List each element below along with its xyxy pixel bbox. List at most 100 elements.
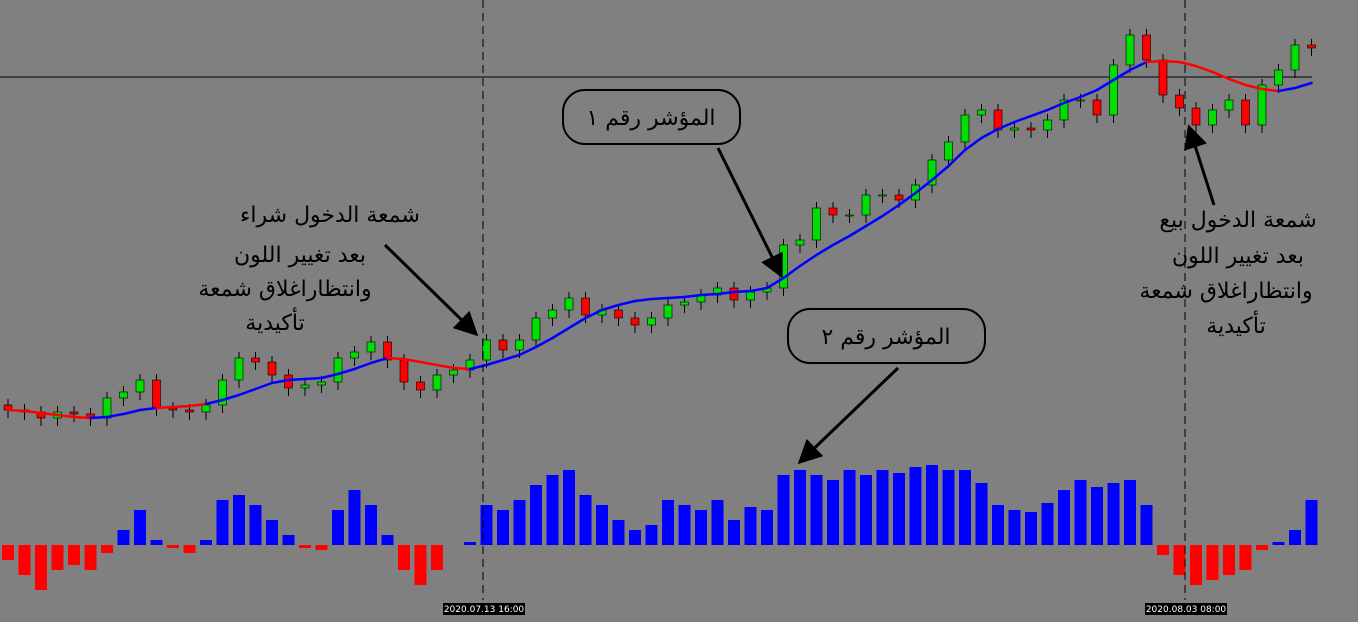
histogram-bar <box>744 507 757 545</box>
histogram-bar <box>431 545 443 570</box>
histogram-bar <box>596 505 608 545</box>
indicator-line-segment <box>6 408 26 413</box>
indicator-line-segment <box>419 360 439 367</box>
candle-body <box>1158 59 1168 96</box>
indicator-line-segment <box>1145 59 1165 64</box>
candle-body <box>1290 44 1300 71</box>
candle-body <box>1175 94 1184 109</box>
candle-body <box>878 194 887 197</box>
indicator-line-segment <box>699 292 719 297</box>
candle-body <box>729 287 739 301</box>
candle-body <box>680 301 689 306</box>
candle-body <box>119 391 128 399</box>
histogram-bar <box>645 525 658 545</box>
indicator-line-segment <box>56 413 76 419</box>
arrow <box>1184 124 1216 206</box>
indicator-line-segment <box>980 127 1000 140</box>
candle-body <box>614 309 623 319</box>
annotation-text: بعد تغيير اللون <box>1172 244 1304 269</box>
histogram-bar <box>975 483 988 545</box>
indicator-line-segment <box>402 357 422 364</box>
candle-body <box>1208 109 1217 126</box>
candle-body <box>366 341 376 353</box>
indicator-line-segment <box>1211 70 1231 81</box>
time-marker-label: 2020.07.13 16:00 <box>444 605 525 615</box>
histogram-bar <box>134 510 146 545</box>
histogram-bar <box>266 520 278 545</box>
candle-body <box>267 361 277 376</box>
histogram-bar <box>909 467 922 545</box>
histogram-bar <box>1107 483 1120 545</box>
indicator-line-segment <box>584 308 604 320</box>
indicator-line-segment <box>749 286 769 293</box>
indicator-line-segment <box>881 203 901 218</box>
candle-body <box>564 297 574 311</box>
histogram-bar <box>1272 542 1285 545</box>
candle-body <box>350 351 359 359</box>
histogram-bar <box>1173 545 1186 575</box>
candle-body <box>861 194 871 216</box>
annotation-text: المؤشر رقم ١ <box>586 106 715 131</box>
histogram-bar <box>1074 480 1087 545</box>
indicator-line-segment <box>1260 87 1280 93</box>
histogram-bar <box>1140 505 1153 545</box>
indicator-line-segment <box>815 243 835 257</box>
callout-box <box>562 89 741 145</box>
histogram-bar <box>1206 545 1219 580</box>
candle-body <box>317 381 326 386</box>
indicator-line-segment <box>963 136 983 152</box>
indicator-line-segment <box>303 376 323 381</box>
histogram-bar <box>1091 487 1103 545</box>
histogram-bar <box>942 470 955 545</box>
histogram-bar <box>464 542 476 545</box>
histogram-bar <box>678 505 691 545</box>
candle-body <box>960 114 970 143</box>
histogram-bar <box>398 545 410 570</box>
candle-body <box>69 411 79 415</box>
indicator-line-segment <box>831 234 851 247</box>
candle-body <box>795 239 805 246</box>
indicator-line-segment <box>683 293 703 299</box>
indicator-line-segment <box>798 253 818 268</box>
histogram-bar <box>68 545 80 565</box>
indicator-line-segment <box>1029 108 1049 118</box>
candle-body <box>333 357 343 383</box>
candle-body <box>218 379 227 406</box>
annotation-text: وانتظاراغلاق شمعة <box>198 277 371 302</box>
histogram-bar <box>51 545 64 570</box>
histogram-bar <box>579 495 592 545</box>
plot <box>0 29 1318 590</box>
candle-body <box>185 409 194 413</box>
candle-body <box>152 379 161 409</box>
histogram-bar <box>992 505 1004 545</box>
indicator-line-segment <box>534 336 554 349</box>
candle-body <box>482 339 491 361</box>
candle-body <box>1026 127 1036 131</box>
candle-body <box>234 357 244 381</box>
indicator-line-segment <box>1293 81 1313 90</box>
histogram-bar <box>18 545 31 575</box>
histogram-bar <box>414 545 427 585</box>
histogram-bar <box>315 545 328 550</box>
indicator-line-segment <box>188 402 208 408</box>
indicator-line-segment <box>1227 77 1247 87</box>
indicator-line-segment <box>996 120 1016 131</box>
indicator-line-segment <box>914 178 934 195</box>
candle-body <box>1043 119 1052 131</box>
candle-body <box>1307 44 1316 49</box>
indicator-line-segment <box>468 363 488 371</box>
candle-body <box>1010 127 1019 131</box>
indicator-line-segment <box>369 356 389 365</box>
indicator-line-segment <box>435 363 455 370</box>
histogram-bar <box>1025 512 1037 545</box>
indicator-line-segment <box>1095 78 1115 92</box>
indicator-line-segment <box>23 409 43 415</box>
candle-body <box>944 141 953 161</box>
histogram-bar <box>959 470 971 545</box>
histogram-bar <box>1157 545 1169 555</box>
candle-body <box>1241 99 1250 126</box>
histogram-bar <box>1223 545 1235 575</box>
histogram-bar <box>299 545 311 548</box>
candle-body <box>1224 99 1234 111</box>
